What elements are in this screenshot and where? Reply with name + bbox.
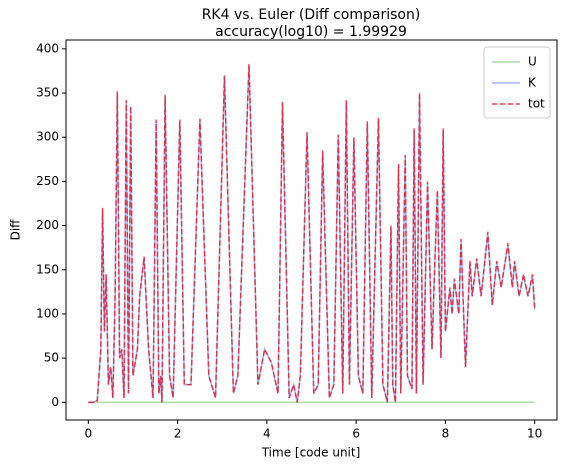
y-tick-label: 400 [36,41,59,55]
x-tick-label: 8 [442,427,450,441]
x-tick-label: 4 [263,427,271,441]
legend-label: U [528,55,537,69]
plot-frame [65,39,558,421]
y-tick-label: 0 [51,395,59,409]
y-tick-label: 200 [36,218,59,232]
y-axis-label: Diff [9,219,23,241]
line-series [88,65,536,404]
y-tick-label: 150 [36,262,59,276]
y-tick-label: 50 [44,351,59,365]
legend-label: K [528,76,537,90]
legend-label: tot [528,97,545,111]
y-tick-label: 350 [36,86,59,100]
legend-box [483,46,551,119]
chart-title: RK4 vs. Euler (Diff comparison) [202,7,421,23]
x-tick-label: 10 [527,427,542,441]
y-tick-label: 300 [36,130,59,144]
chart-subtitle: accuracy(log10) = 1.99929 [215,24,407,40]
y-tick-label: 250 [36,174,59,188]
x-tick-label: 6 [352,427,360,441]
y-tick-label: 100 [36,306,59,320]
x-tick-label: 0 [84,427,92,441]
x-axis-label: Time [code unit] [261,446,361,460]
x-tick-label: 2 [174,427,182,441]
